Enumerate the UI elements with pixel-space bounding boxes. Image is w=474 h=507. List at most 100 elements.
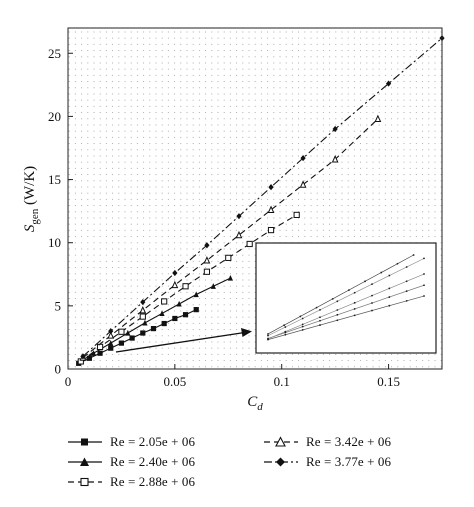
inset-series-3-point (301, 323, 304, 326)
inset-series-5-point (331, 297, 334, 300)
inset-series-4-point (353, 291, 356, 294)
inset-series-2-point (405, 290, 408, 293)
series-3-line (80, 214, 297, 362)
inset-series-3-line (267, 273, 425, 340)
legend-entry-2: Re = 2.40e + 06 (66, 454, 195, 470)
inset-series-1-point (319, 324, 321, 326)
inset-series-1 (267, 295, 425, 341)
inset-series-1-point (353, 314, 356, 317)
inset-lines (267, 254, 425, 341)
series-3-point (203, 268, 211, 275)
axis-ticks: 0 0.05 0.1 0.15 0 5 10 15 20 25 (48, 46, 400, 389)
inset-series-1-point (423, 295, 425, 297)
inset-series-5-point (412, 254, 415, 256)
legend-entry-1: Re = 2.05e + 06 (66, 434, 195, 450)
inset-series-2-point (371, 302, 373, 304)
series-1-point (97, 350, 103, 356)
series-1-point (161, 320, 167, 327)
legend-label-1: Re = 2.05e + 06 (110, 434, 196, 449)
inset-series-4-point (319, 308, 321, 311)
plot-frame (67, 27, 443, 370)
x-axis-title: Cd (247, 394, 263, 413)
series-3-point (161, 298, 168, 305)
inset-series-4-point (388, 274, 391, 277)
inset-series-5-point (283, 324, 286, 327)
inset-series-1-point (371, 309, 373, 312)
series-5-point (332, 125, 338, 133)
inset-series-4-point (267, 334, 269, 337)
series-4-point (299, 180, 307, 188)
series-5-point (300, 154, 306, 162)
x-tick-label: 0.05 (163, 374, 186, 389)
legend-label-3: Re = 2.88e + 06 (110, 474, 196, 489)
series-1-point (86, 355, 92, 361)
inset-series-5-point (380, 271, 383, 274)
series-4-point (235, 230, 243, 239)
series-5-point (108, 328, 114, 335)
inset-series-5-point (315, 306, 318, 309)
series-4-line (82, 118, 379, 359)
y-tick-label: 10 (48, 235, 61, 250)
series-2-point (125, 329, 131, 336)
series-2-point (108, 340, 114, 346)
series-2 (76, 274, 234, 366)
zoom-inset (255, 242, 437, 354)
series-2-point (159, 310, 165, 317)
series-5-point (80, 353, 86, 360)
inset-series-3-point (388, 287, 391, 290)
y-axis-title: Sgen (W/K) (22, 166, 41, 232)
series-1-point (108, 345, 114, 351)
series-4-point (331, 155, 339, 163)
inset-series-5-point (299, 315, 302, 318)
legend-marker-2 (68, 457, 102, 466)
inset-series-4-point (371, 283, 373, 286)
x-tick-label: 0 (65, 374, 72, 389)
inset-series-4-line (267, 258, 425, 336)
inset-series-1-point (301, 329, 304, 331)
legend: Re = 2.05e + 06 Re = 2.40e + 06 Re = 2.8… (0, 428, 474, 498)
legend-entry-5: Re = 3.77e + 06 (262, 454, 391, 470)
x-tick-label: 0.1 (274, 374, 290, 389)
inset-series-3-point (423, 273, 425, 275)
series-1-point (150, 325, 157, 332)
inset-series-2-point (336, 313, 339, 316)
series-4-point (171, 280, 179, 289)
inset-series-2-point (319, 319, 321, 322)
series-3-point (96, 343, 104, 350)
inset-frame (255, 242, 437, 354)
inset-series-3-point (353, 301, 356, 304)
series-5-point (204, 242, 210, 249)
series-3-point (182, 283, 189, 290)
series-4-point (374, 114, 382, 123)
legend-label-2: Re = 2.40e + 06 (110, 454, 196, 469)
inset-series-4-point (423, 257, 425, 260)
inset-series-4-point (301, 317, 304, 320)
series-4-point (139, 305, 147, 314)
legend-marker-5 (264, 457, 298, 467)
series-4-point (267, 205, 275, 213)
series-2-point (176, 300, 182, 307)
series-3-point (225, 254, 232, 261)
inset-series-1-line (267, 295, 425, 340)
inset-series-2-point (423, 284, 425, 287)
series-1-point (172, 315, 178, 322)
series-2-point (210, 283, 216, 289)
series-5-point (385, 80, 392, 87)
series-1-point (129, 335, 135, 341)
inset-series-5-point (267, 333, 269, 335)
legend-label-4: Re = 3.42e + 06 (306, 434, 392, 449)
series-2-point (91, 350, 97, 356)
chart: 0 0.05 0.1 0.15 0 5 10 15 20 25 Cd Sgen (W/K) (22, 27, 445, 413)
inset-series-4-point (284, 326, 287, 328)
inset-series-3-point (267, 337, 269, 340)
inset-series-3-point (336, 309, 339, 311)
series-5-point (236, 213, 242, 220)
inset-series-4 (267, 257, 425, 337)
series-3-point (267, 226, 275, 234)
series-5-point (172, 269, 178, 277)
series-1-point (118, 340, 125, 346)
y-tick-label: 20 (48, 109, 61, 124)
series-2-point (142, 319, 148, 326)
inset-series-2-point (353, 308, 356, 310)
series-3-point (293, 211, 300, 219)
